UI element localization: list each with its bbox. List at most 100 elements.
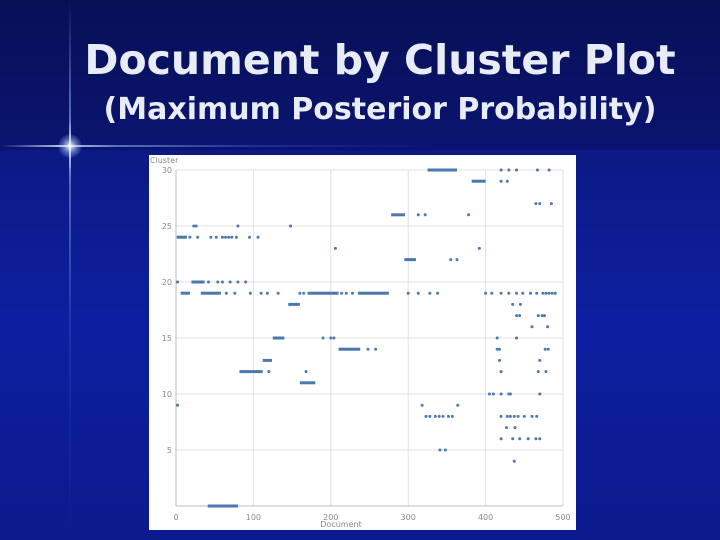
data-point [516,414,520,418]
data-point [329,336,333,340]
data-point [233,291,237,295]
data-point [535,168,539,172]
data-point [499,291,503,295]
data-point [534,202,538,206]
data-point [521,291,525,295]
data-run [180,291,190,295]
data-point [515,336,519,340]
data-point [428,414,432,418]
data-point [512,459,516,463]
data-point [508,392,512,396]
data-point [188,235,192,239]
data-point [507,291,511,295]
data-run [239,370,263,374]
data-point [196,235,200,239]
y-axis-label: Cluster [150,156,179,165]
data-point [499,414,503,418]
data-point [433,414,437,418]
data-point [518,302,522,306]
data-point [333,246,337,250]
data-point [265,291,269,295]
data-point [302,291,306,295]
data-point [547,291,551,295]
data-point [534,437,538,441]
data-point [546,325,550,329]
data-point [423,213,427,217]
data-point [276,291,280,295]
data-point [499,179,503,183]
data-point [543,347,547,351]
data-point [214,235,218,239]
data-point [236,224,240,228]
data-point [256,235,260,239]
data-point [234,235,238,239]
sparkle-horizontal-line [0,145,720,147]
scatter-chart: 0 100 200 300 400 500 5 10 15 20 25 30 Cluster Docu… [150,156,571,529]
data-point [498,358,502,362]
data-run [191,280,205,284]
data-point [467,213,471,217]
data-point [194,224,198,228]
slide-title: Document by Cluster Plot [84,36,676,84]
data-point [487,392,491,396]
data-point [224,291,228,295]
data-point [499,392,503,396]
data-point [344,291,348,295]
x-tick-label: 100 [246,513,261,522]
data-point [244,280,248,284]
data-point [538,437,542,441]
data-point [437,414,441,418]
data-point [267,370,271,374]
data-point [499,168,503,172]
data-point [449,258,453,262]
x-axis-label: Document [320,520,361,529]
data-point [511,302,515,306]
x-tick-label: 0 [173,513,178,522]
data-point [438,448,442,452]
data-point [443,448,447,452]
data-run [176,235,187,239]
data-point [176,403,180,407]
data-point [505,414,509,418]
data-point [542,314,546,318]
data-point [446,414,450,418]
data-point [495,347,499,351]
data-point [227,235,231,239]
data-run [299,381,316,385]
data-point [248,291,252,295]
x-tick-label: 300 [401,513,416,522]
data-point [535,291,539,295]
data-point [530,414,534,418]
data-point [538,358,542,362]
data-point [499,370,503,374]
data-point [220,280,224,284]
data-point [216,280,220,284]
y-tick-label: 10 [162,390,172,399]
data-point [484,291,488,295]
data-point [511,437,515,441]
data-run [288,302,300,306]
data-point [538,202,542,206]
data-point [304,370,308,374]
data-run [391,213,406,217]
data-point [491,392,495,396]
sparkle-vertical-line [69,0,71,540]
data-point [536,370,540,374]
data-point [289,224,293,228]
data-run [471,179,486,183]
plot-panel: 0 100 200 300 400 500 5 10 15 20 25 30 Cluster Docu… [149,155,576,530]
y-tick-label: 15 [162,334,172,343]
data-point [526,437,530,441]
data-point [535,414,539,418]
sparkle-star-icon [58,134,82,158]
data-point [518,314,522,318]
data-point [350,291,354,295]
data-point [420,403,424,407]
data-point [547,168,551,172]
data-point [540,314,544,318]
data-point [366,347,370,351]
data-point [374,347,378,351]
data-point [416,213,420,217]
data-point [209,235,213,239]
slide-header-band [0,0,720,150]
